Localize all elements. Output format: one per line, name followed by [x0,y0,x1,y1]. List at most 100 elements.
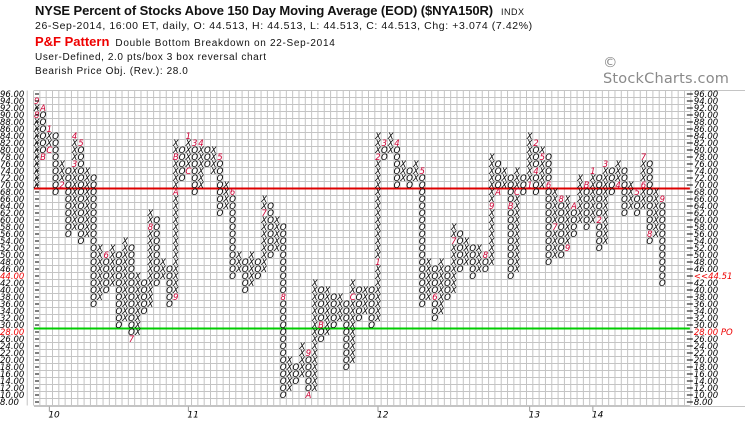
x-box: X [96,272,103,282]
x-box: X [513,209,520,219]
o-box: O [204,160,211,170]
o-box: O [78,174,85,184]
x-box: X [260,230,267,240]
o-box: O [78,230,85,240]
o-box: O [634,195,641,205]
o-box: O [280,377,287,387]
y-tick-label-right: 84.00 [694,132,718,142]
o-box: O [545,174,552,184]
x-box: X [399,160,406,170]
o-box: O [90,265,97,275]
x-box: X [134,293,141,303]
x-box: X [33,139,40,149]
x-box: X [589,188,596,198]
x-box: X [374,237,381,247]
x-box: X [576,188,583,198]
x-box: X [147,209,154,219]
y-tick-label-right: 62.00 [694,209,718,219]
o-box: O [229,216,236,226]
o-box: O [242,286,249,296]
o-box: O [583,195,590,205]
index-tag: INDX [500,7,525,17]
x-box: X [412,167,419,177]
o-box: O [90,188,97,198]
o-box: O [507,251,514,261]
o-box: O [507,265,514,275]
x-box: X [273,244,280,254]
y-tick-label-left: 78.00 [0,153,24,163]
o-box: O [646,216,653,226]
o-box: O [368,300,375,310]
x-box: X [349,279,356,289]
o-box: O [507,188,514,198]
o-box: O [153,258,160,268]
o-box: O [267,202,274,212]
o-box: O [545,160,552,170]
o-box: O [444,293,451,303]
o-box: O [191,146,198,156]
o-box: O [128,300,135,310]
o-box: O [229,237,236,247]
x-box: X [311,377,318,387]
o-box: O [217,202,224,212]
o-box: O [545,153,552,163]
o-box: O [571,230,578,240]
x-box: X [513,181,520,191]
x-box: X [197,181,204,191]
y-tick-label-left: 18.00 [0,363,24,373]
x-box: X [437,272,444,282]
o-box: O [280,363,287,373]
o-box: O [78,160,85,170]
o-box: O [634,202,641,212]
x-box: X [83,223,90,233]
month-label: A [494,188,501,198]
o-box: O [128,321,135,331]
o-box: O [229,230,236,240]
o-box: O [356,314,363,324]
y-tick-label-right: 30.00 [694,321,718,331]
x-box: X [147,244,154,254]
o-box: O [368,307,375,317]
o-box: O [507,181,514,191]
o-box: O [78,223,85,233]
o-box: O [65,195,72,205]
x-box: X [134,279,141,289]
x-box: X [71,223,78,233]
x-box: X [602,209,609,219]
o-box: O [116,286,123,296]
x-box: X [374,230,381,240]
x-tick-label: 14 [592,411,604,421]
month-label: B [508,202,514,212]
o-box: O [318,293,325,303]
o-box: O [318,314,325,324]
o-box: O [179,153,186,163]
x-box: X [172,195,179,205]
x-box: X [450,272,457,282]
o-box: O [495,160,502,170]
o-box: O [469,272,476,282]
y-tick-label-left: 62.00 [0,209,24,219]
o-box: O [217,160,224,170]
o-box: O [583,223,590,233]
o-box: O [444,265,451,275]
x-box: X [488,258,495,268]
o-box: O [153,223,160,233]
x-box: X [172,272,179,282]
o-box: O [255,258,262,268]
o-box: O [343,335,350,345]
y-tick-label-right: 60.00 [694,216,718,226]
x-box: X [513,265,520,275]
x-box: X [374,223,381,233]
o-box: O [419,230,426,240]
month-label: 9 [34,97,39,107]
y-tick-label-left: 56.00 [0,230,24,240]
x-box: X [147,216,154,226]
x-box: X [349,300,356,310]
month-label: C [514,188,520,198]
o-box: O [343,349,350,359]
month-label: A [305,391,312,401]
x-box: X [437,265,444,275]
month-label: 2 [375,153,380,163]
x-box: X [399,174,406,184]
o-box: O [659,230,666,240]
